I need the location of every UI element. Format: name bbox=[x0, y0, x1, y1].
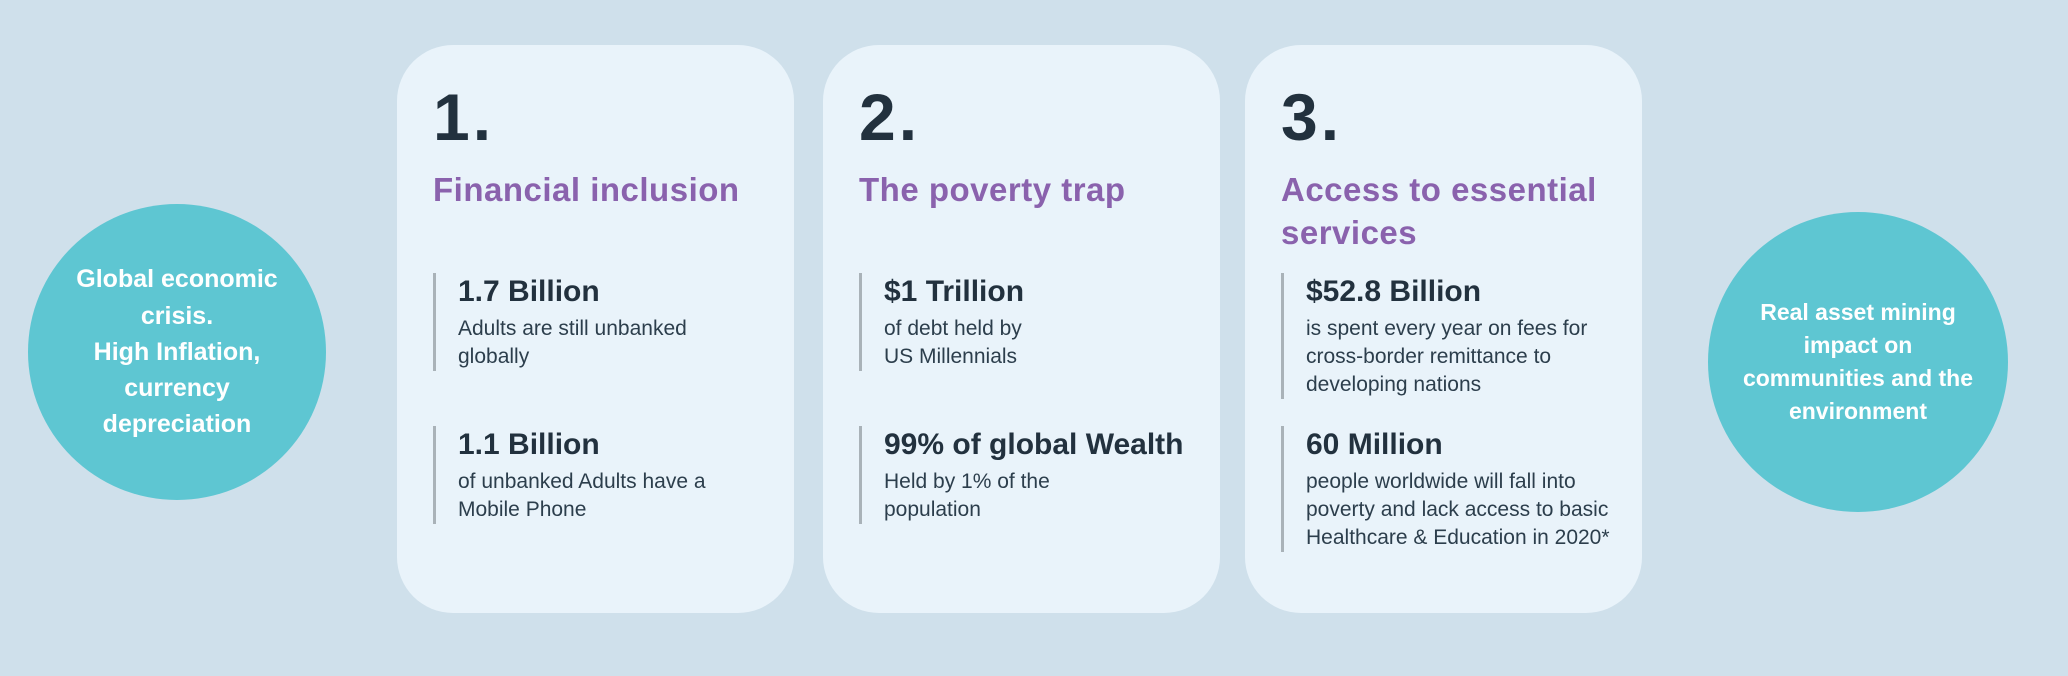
card-access-essential-services: 3. Access to essential services $52.8 Bi… bbox=[1245, 45, 1642, 613]
stat-description: of unbanked Adults have a Mobile Phone bbox=[458, 469, 706, 521]
stat-value: $1 Trillion bbox=[884, 275, 1025, 308]
stat-item: $1 Trillion of debt held by US Millennia… bbox=[859, 273, 1202, 371]
right-circle-text: Real asset mining impact on communities … bbox=[1742, 299, 1974, 424]
left-circle-text: Global economic crisis. High Inflation, … bbox=[76, 265, 278, 439]
stat-item: 60 Million people worldwide will fall in… bbox=[1281, 426, 1624, 552]
stat-value: 1.7 Billion bbox=[458, 275, 600, 308]
stat-item: 1.1 Billion of unbanked Adults have a Mo… bbox=[433, 426, 776, 524]
stat-value: 1.1 Billion bbox=[458, 428, 600, 461]
card-title: Access to essential services bbox=[1281, 171, 1597, 251]
card-title: The poverty trap bbox=[859, 171, 1126, 208]
stat-description: people worldwide will fall into poverty … bbox=[1306, 469, 1610, 549]
stat-description: Held by 1% of the population bbox=[884, 469, 1050, 521]
left-context-circle: Global economic crisis. High Inflation, … bbox=[28, 204, 326, 500]
stat-description: is spent every year on fees for cross-bo… bbox=[1306, 316, 1588, 396]
card-financial-inclusion: 1. Financial inclusion 1.7 Billion Adult… bbox=[397, 45, 794, 613]
stat-value: 99% of global Wealth bbox=[884, 428, 1184, 461]
card-number: 3. bbox=[1281, 80, 1343, 154]
card-number: 2. bbox=[859, 80, 921, 154]
stat-description: Adults are still unbanked globally bbox=[458, 316, 687, 368]
stat-description: of debt held by US Millennials bbox=[884, 316, 1022, 368]
stat-item: 99% of global Wealth Held by 1% of the p… bbox=[859, 426, 1202, 524]
card-number: 1. bbox=[433, 80, 495, 154]
card-poverty-trap: 2. The poverty trap $1 Trillion of debt … bbox=[823, 45, 1220, 613]
stat-item: $52.8 Billion is spent every year on fee… bbox=[1281, 273, 1624, 399]
card-title: Financial inclusion bbox=[433, 171, 740, 208]
stat-value: $52.8 Billion bbox=[1306, 275, 1482, 308]
right-context-circle: Real asset mining impact on communities … bbox=[1708, 212, 2008, 512]
stat-item: 1.7 Billion Adults are still unbanked gl… bbox=[433, 273, 776, 371]
stat-value: 60 Million bbox=[1306, 428, 1443, 461]
